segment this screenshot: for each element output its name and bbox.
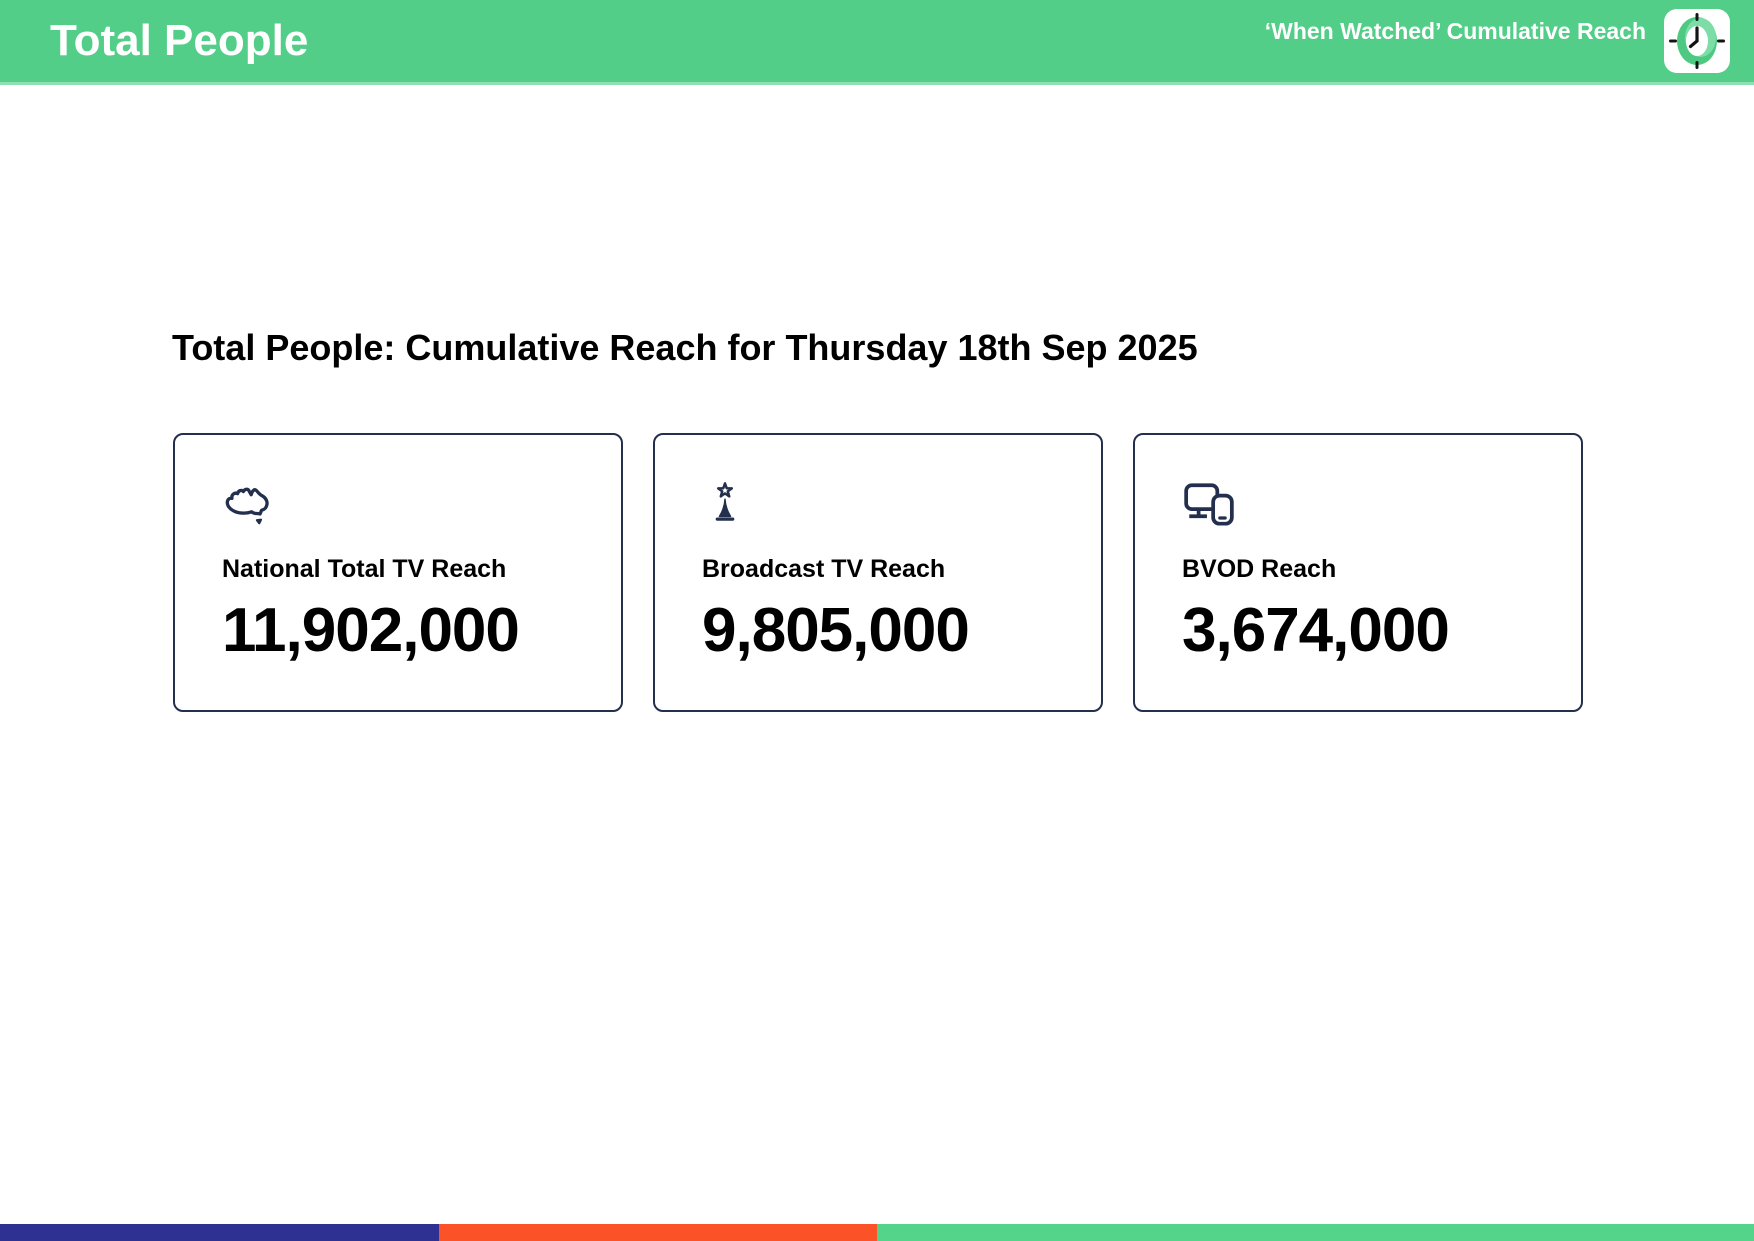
header-subtitle: ‘When Watched’ Cumulative Reach bbox=[1264, 17, 1646, 44]
brand-stripe bbox=[0, 1224, 1754, 1241]
kpi-card-national-total-tv-reach: National Total TV Reach 11,902,000 bbox=[173, 433, 623, 712]
kpi-value: 9,805,000 bbox=[702, 596, 970, 665]
kpi-label: BVOD Reach bbox=[1182, 555, 1337, 583]
kpi-label: Broadcast TV Reach bbox=[702, 555, 946, 583]
brand-stripe-orange bbox=[438, 1224, 877, 1241]
app-header: Total People ‘When Watched’ Cumulative R… bbox=[0, 0, 1754, 85]
brand-stripe-green bbox=[877, 1224, 1754, 1241]
australia-map-icon bbox=[222, 480, 597, 528]
when-watched-clock-logo-icon bbox=[1664, 9, 1730, 73]
header-right: ‘When Watched’ Cumulative Reach bbox=[1265, 9, 1730, 73]
kpi-card-bvod-reach: BVOD Reach 3,674,000 bbox=[1133, 433, 1583, 712]
kpi-card-broadcast-tv-reach: Broadcast TV Reach 9,805,000 bbox=[653, 433, 1103, 712]
kpi-value: 11,902,000 bbox=[222, 596, 520, 665]
brand-stripe-navy bbox=[0, 1224, 439, 1241]
broadcast-tower-icon bbox=[702, 480, 1077, 528]
app-title: Total People bbox=[50, 16, 309, 65]
devices-icon bbox=[1182, 480, 1557, 528]
kpi-card-row: National Total TV Reach 11,902,000 Broad… bbox=[173, 433, 1583, 712]
kpi-label: National Total TV Reach bbox=[222, 555, 507, 583]
page-title: Total People: Cumulative Reach for Thurs… bbox=[172, 327, 1198, 368]
kpi-value: 3,674,000 bbox=[1182, 596, 1450, 665]
